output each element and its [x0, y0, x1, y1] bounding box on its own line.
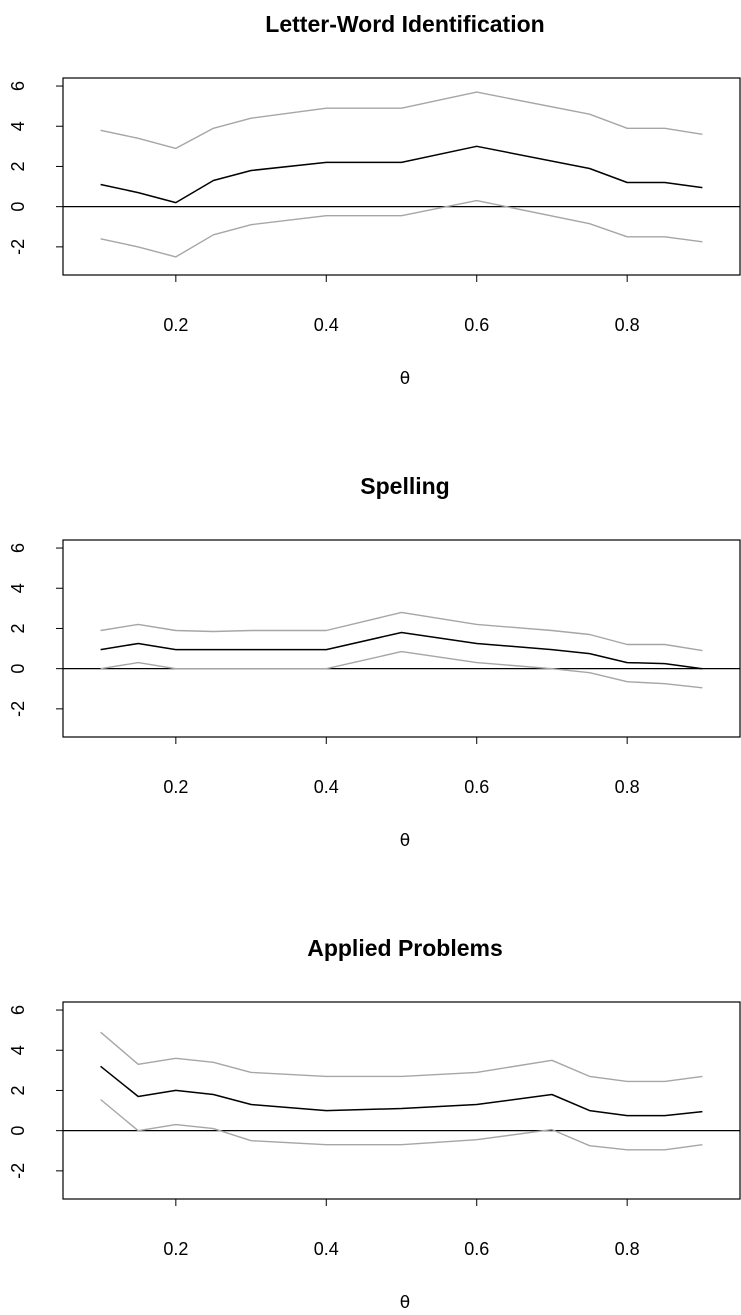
x-tick-label: 0.8 — [615, 777, 640, 797]
x-tick-label: 0.6 — [464, 315, 489, 335]
lower-bound-line — [100, 199, 703, 258]
y-tick-label: 0 — [8, 202, 28, 212]
y-tick-label: 4 — [8, 583, 28, 593]
x-tick-label: 0.2 — [163, 315, 188, 335]
x-axis-label: θ — [400, 369, 410, 389]
upper-bound-line — [100, 91, 703, 150]
x-tick-label: 0.8 — [615, 315, 640, 335]
y-tick-label: 6 — [8, 543, 28, 553]
y-tick-label: 6 — [8, 81, 28, 91]
y-tick-label: 6 — [8, 1005, 28, 1015]
y-tick-label: 0 — [8, 1126, 28, 1136]
y-tick-label: -2 — [8, 701, 28, 717]
y-tick-label: 2 — [8, 161, 28, 171]
y-tick-label: 0 — [8, 664, 28, 674]
chart-title: Letter-Word Identification — [265, 11, 544, 37]
y-tick-label: 2 — [8, 623, 28, 633]
estimate-line — [100, 145, 703, 204]
x-axis-label: θ — [400, 1293, 410, 1313]
x-tick-label: 0.8 — [615, 1239, 640, 1259]
chart-title: Applied Problems — [307, 935, 503, 961]
x-tick-label: 0.2 — [163, 1239, 188, 1259]
y-tick-label: -2 — [8, 1163, 28, 1179]
y-tick-label: 4 — [8, 1045, 28, 1055]
chart-panel-3: Applied Problems -2 0 2 4 6 0.2 0.4 0.6 0.8 θ — [8, 935, 741, 1313]
x-tick-label: 0.2 — [163, 777, 188, 797]
upper-bound-line — [100, 611, 703, 652]
x-tick-label: 0.4 — [314, 1239, 339, 1259]
x-tick-label: 0.4 — [314, 777, 339, 797]
x-tick-label: 0.4 — [314, 315, 339, 335]
upper-bound-line — [100, 1031, 703, 1083]
chart-panel-1: Letter-Word Identification -2 0 2 4 6 0.2 0.4 0.… — [8, 11, 741, 389]
lower-bound-line — [100, 650, 703, 689]
chart-panel-2: Spelling -2 0 2 4 6 0.2 0.4 0.6 0.8 θ — [8, 473, 741, 851]
plot-frame — [62, 1001, 741, 1200]
y-tick-label: -2 — [8, 239, 28, 255]
y-tick-label: 2 — [8, 1085, 28, 1095]
plot-frame — [62, 539, 741, 738]
x-tick-label: 0.6 — [464, 1239, 489, 1259]
x-axis-label: θ — [400, 831, 410, 851]
lower-bound-line — [100, 1098, 703, 1151]
estimate-line — [100, 631, 703, 670]
estimate-line — [100, 1065, 703, 1117]
y-tick-label: 4 — [8, 121, 28, 131]
plot-frame — [62, 77, 741, 276]
chart-title: Spelling — [360, 473, 449, 499]
x-tick-label: 0.6 — [464, 777, 489, 797]
